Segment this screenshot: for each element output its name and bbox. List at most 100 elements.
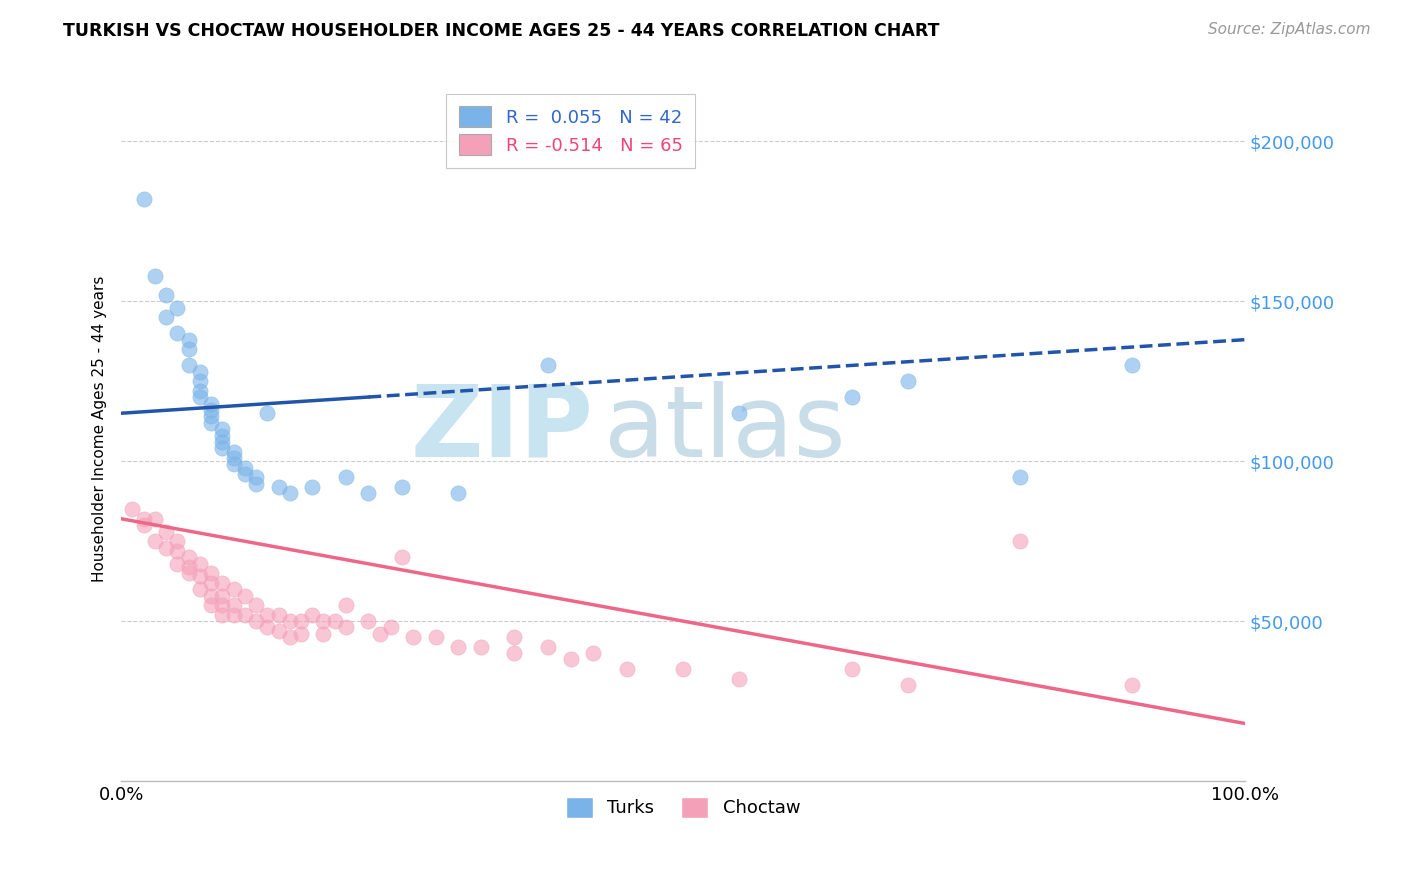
Text: TURKISH VS CHOCTAW HOUSEHOLDER INCOME AGES 25 - 44 YEARS CORRELATION CHART: TURKISH VS CHOCTAW HOUSEHOLDER INCOME AG… (63, 22, 939, 40)
Point (245, 598, 267, 612)
Point (267, 607, 290, 622)
Point (335, 598, 357, 612)
Point (312, 627, 335, 641)
Point (166, 301, 188, 315)
Point (200, 397, 222, 411)
Point (312, 614, 335, 628)
Point (1010, 534, 1032, 549)
Point (267, 480, 290, 494)
Point (222, 582, 245, 596)
Point (402, 630, 425, 644)
Point (211, 442, 233, 456)
Point (188, 374, 211, 388)
Point (132, 512, 155, 526)
Point (177, 343, 200, 357)
Point (143, 534, 166, 549)
Point (188, 365, 211, 379)
Point (537, 358, 560, 372)
Point (278, 614, 301, 628)
Point (278, 486, 301, 500)
Point (166, 326, 188, 341)
Point (233, 460, 256, 475)
Point (211, 435, 233, 450)
Point (728, 672, 751, 686)
Point (256, 620, 278, 634)
Point (368, 627, 391, 641)
Point (200, 598, 222, 612)
Point (200, 566, 222, 581)
Point (582, 646, 605, 660)
Point (177, 333, 200, 347)
Point (470, 640, 492, 654)
Point (560, 652, 582, 666)
Point (537, 640, 560, 654)
Point (256, 406, 278, 420)
Point (155, 310, 177, 325)
Point (357, 614, 380, 628)
Point (503, 630, 526, 644)
Point (143, 268, 166, 283)
Text: ZIP: ZIP (411, 381, 593, 478)
Point (177, 566, 200, 581)
Point (841, 390, 863, 404)
Point (188, 569, 211, 583)
Point (267, 624, 290, 638)
Point (222, 450, 245, 465)
Point (132, 518, 155, 533)
Point (233, 589, 256, 603)
Point (200, 403, 222, 417)
Point (166, 534, 188, 549)
Point (188, 582, 211, 596)
Point (245, 476, 267, 491)
Point (177, 358, 200, 372)
Point (222, 598, 245, 612)
Point (245, 614, 267, 628)
Point (380, 620, 402, 634)
Point (447, 486, 470, 500)
Point (121, 502, 143, 516)
Point (290, 614, 312, 628)
Point (143, 512, 166, 526)
Point (200, 575, 222, 590)
Point (211, 598, 233, 612)
Point (166, 543, 188, 558)
Point (233, 607, 256, 622)
Point (616, 662, 638, 676)
Point (245, 470, 267, 484)
Point (301, 480, 323, 494)
Point (323, 614, 346, 628)
Point (211, 428, 233, 442)
Point (222, 458, 245, 472)
Point (301, 607, 323, 622)
Point (256, 607, 278, 622)
Point (1010, 470, 1032, 484)
Point (391, 550, 413, 565)
Point (897, 678, 920, 692)
Point (841, 662, 863, 676)
Point (335, 470, 357, 484)
Point (278, 630, 301, 644)
Point (200, 589, 222, 603)
Point (425, 630, 447, 644)
Point (177, 559, 200, 574)
Point (188, 384, 211, 398)
Point (1121, 358, 1143, 372)
Point (222, 444, 245, 458)
Point (200, 416, 222, 430)
Point (211, 589, 233, 603)
Point (728, 406, 751, 420)
Point (672, 662, 695, 676)
Point (200, 409, 222, 424)
Point (166, 557, 188, 571)
Point (222, 607, 245, 622)
Point (503, 646, 526, 660)
Legend: Turks, Choctaw: Turks, Choctaw (558, 789, 807, 825)
Point (290, 627, 312, 641)
Point (155, 541, 177, 555)
Point (188, 557, 211, 571)
Point (357, 486, 380, 500)
Point (1121, 678, 1143, 692)
Point (211, 422, 233, 436)
Y-axis label: Householder Income Ages 25 - 44 years: Householder Income Ages 25 - 44 years (93, 276, 107, 582)
Point (155, 288, 177, 302)
